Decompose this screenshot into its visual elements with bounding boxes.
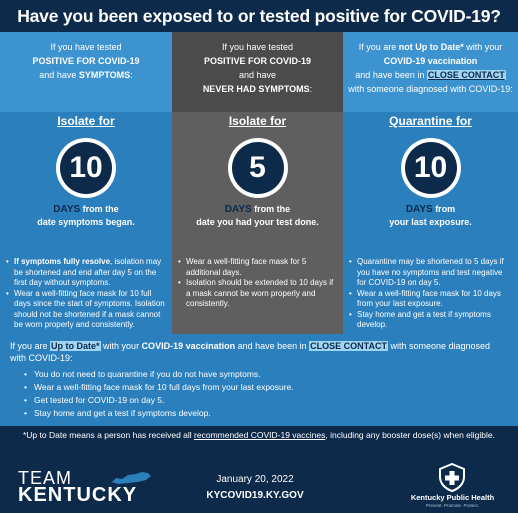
list-item: Wear a well-fitting face mask for 10 ful… xyxy=(6,289,166,331)
days-caption: DAYS from the date symptoms began. xyxy=(37,204,135,227)
list-item: You do not need to quarantine if you do … xyxy=(24,368,508,381)
list-item: Quarantine may be shortened to 5 days if… xyxy=(349,257,512,289)
page-title: Have you been exposed to or tested posit… xyxy=(0,0,518,32)
vaccines-link[interactable]: recommended COVID-19 vaccines xyxy=(194,430,326,440)
website-link[interactable]: KYCOVID19.KY.GOV xyxy=(206,490,304,501)
days-caption: DAYS from your last exposure. xyxy=(389,204,472,227)
list-item: Wear a well-fitting face mask for 10 ful… xyxy=(24,381,508,394)
up-to-date-list: You do not need to quarantine if you do … xyxy=(10,368,508,420)
list-item: Isolation should be extended to 10 days … xyxy=(178,278,337,310)
action-heading: Isolate for xyxy=(228,114,287,128)
days-circle: 10 xyxy=(400,138,461,198)
date-text: January 20, 2022 xyxy=(216,474,294,485)
kentucky-state-icon xyxy=(112,472,151,484)
list-item: Stay home and get a test if symptoms dev… xyxy=(349,310,512,331)
days-caption: DAYS from the date you had your test don… xyxy=(196,204,319,227)
days-circle: 10 xyxy=(56,138,116,198)
list-item: Get tested for COVID-19 on day 5. xyxy=(24,394,508,407)
bullet-list: If symptoms fully resolve, isolation may… xyxy=(6,257,166,331)
column-positive-symptoms: If you have tested POSITIVE FOR COVID-19… xyxy=(0,32,172,334)
public-health-shield-icon xyxy=(439,462,465,492)
list-item: Stay home and get a test if symptoms dev… xyxy=(24,407,508,420)
up-to-date-intro: If you are Up to Date* with your COVID-1… xyxy=(10,341,491,363)
list-item: Wear a well-fitting face mask for 5 addi… xyxy=(178,257,337,278)
guidance-columns: If you have tested POSITIVE FOR COVID-19… xyxy=(0,32,518,334)
up-to-date-section: If you are Up to Date* with your COVID-1… xyxy=(0,334,518,426)
list-item: Wear a well-fitting face mask for 10 day… xyxy=(349,289,512,310)
days-circle: 5 xyxy=(227,138,288,198)
action-heading: Quarantine for xyxy=(389,114,472,128)
action-heading: Isolate for xyxy=(57,114,115,128)
bullet-list: Quarantine may be shortened to 5 days if… xyxy=(349,257,512,331)
bullet-list: Wear a well-fitting face mask for 5 addi… xyxy=(178,257,337,310)
list-item: If symptoms fully resolve, isolation may… xyxy=(6,257,166,289)
condition-text: If you have tested POSITIVE FOR COVID-19… xyxy=(32,42,140,80)
condition-text: If you are not Up to Date* with your COV… xyxy=(348,42,513,94)
condition-text: If you have tested POSITIVE FOR COVID-19… xyxy=(202,42,313,94)
date-website-block: January 20, 2022 KYCOVID19.KY.GOV xyxy=(170,472,340,504)
kentucky-public-health-logo: Kentucky Public Health Prevent. Promote.… xyxy=(395,462,510,510)
column-positive-no-symptoms: If you have tested POSITIVE FOR COVID-19… xyxy=(172,32,343,334)
footnote: *Up to Date means a person has received … xyxy=(0,426,518,456)
team-kentucky-logo: TEAM KENTUCKY xyxy=(18,468,151,508)
column-close-contact: If you are not Up to Date* with your COV… xyxy=(343,32,518,334)
